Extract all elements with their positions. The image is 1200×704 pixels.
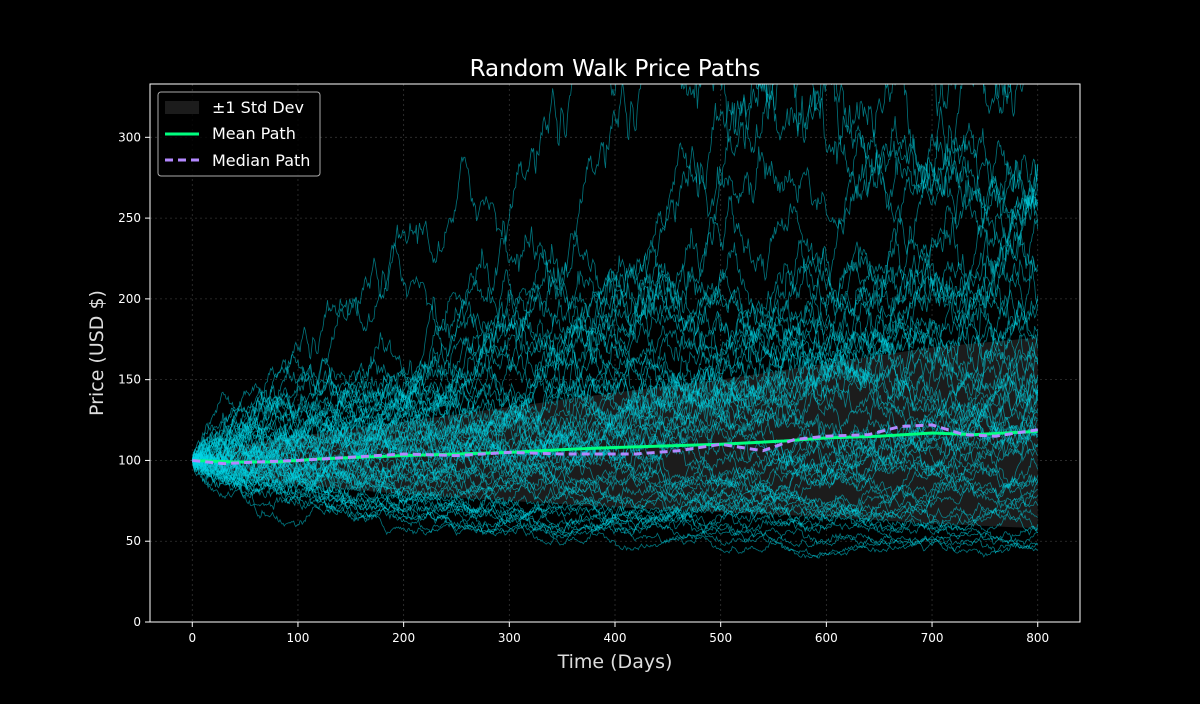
y-tick-label: 100 (118, 453, 141, 467)
y-tick-label: 150 (118, 373, 141, 387)
simulated-path (191, 155, 1039, 471)
simulated-path (191, 239, 1039, 482)
simulated-path (191, 454, 1039, 539)
x-tick-label: 100 (287, 631, 310, 645)
simulated-path (191, 156, 1039, 489)
simulated-path (191, 447, 1038, 538)
simulated-path (191, 84, 1024, 468)
y-tick-label: 0 (133, 615, 141, 629)
simulated-path (192, 242, 1039, 462)
simulated-path (191, 385, 1039, 507)
x-axis-label: Time (Days) (557, 651, 673, 673)
simulated-path (191, 432, 1039, 537)
simulated-path (191, 452, 1039, 529)
x-tick-label: 800 (1026, 631, 1049, 645)
x-tick-label: 200 (392, 631, 415, 645)
simulated-path (191, 244, 1039, 488)
legend-mean-label: Mean Path (212, 124, 296, 143)
x-tick-label: 600 (815, 631, 838, 645)
simulated-path (191, 312, 1038, 509)
y-tick-label: 50 (126, 534, 141, 548)
y-tick-label: 250 (118, 211, 141, 225)
simulated-path (191, 435, 1039, 534)
simulated-path (191, 156, 1039, 479)
simulated-path (191, 129, 1039, 466)
simulated-path (191, 84, 1039, 466)
simulated-path (191, 456, 1039, 551)
simulated-paths (191, 84, 1039, 559)
legend: ±1 Std Dev Mean Path Median Path (157, 91, 321, 177)
y-axis-label: Price (USD $) (86, 290, 108, 416)
legend-median-label: Median Path (212, 151, 310, 170)
simulated-path (191, 195, 1039, 461)
x-tick-label: 700 (921, 631, 944, 645)
x-tick-label: 300 (498, 631, 521, 645)
simulated-path (192, 195, 1039, 465)
x-tick-label: 500 (709, 631, 732, 645)
simulated-path (191, 416, 1038, 550)
x-axis: 0 100 200 300 400 500 600 700 800 (188, 622, 1049, 645)
median-path-line (192, 423, 1038, 466)
simulated-path (191, 158, 1038, 472)
y-tick-label: 300 (118, 130, 141, 144)
simulated-path (191, 395, 1039, 495)
simulated-path (191, 347, 1039, 506)
y-axis: 0 50 100 150 200 250 300 (118, 130, 150, 629)
legend-std-dev-label: ±1 Std Dev (212, 98, 304, 117)
legend-std-dev-swatch (165, 101, 199, 114)
simulated-path (191, 357, 1039, 529)
x-tick-label: 0 (188, 631, 196, 645)
chart-title: Random Walk Price Paths (470, 56, 761, 82)
x-tick-label: 400 (604, 631, 627, 645)
y-tick-label: 200 (118, 292, 141, 306)
simulated-path (192, 263, 1039, 477)
